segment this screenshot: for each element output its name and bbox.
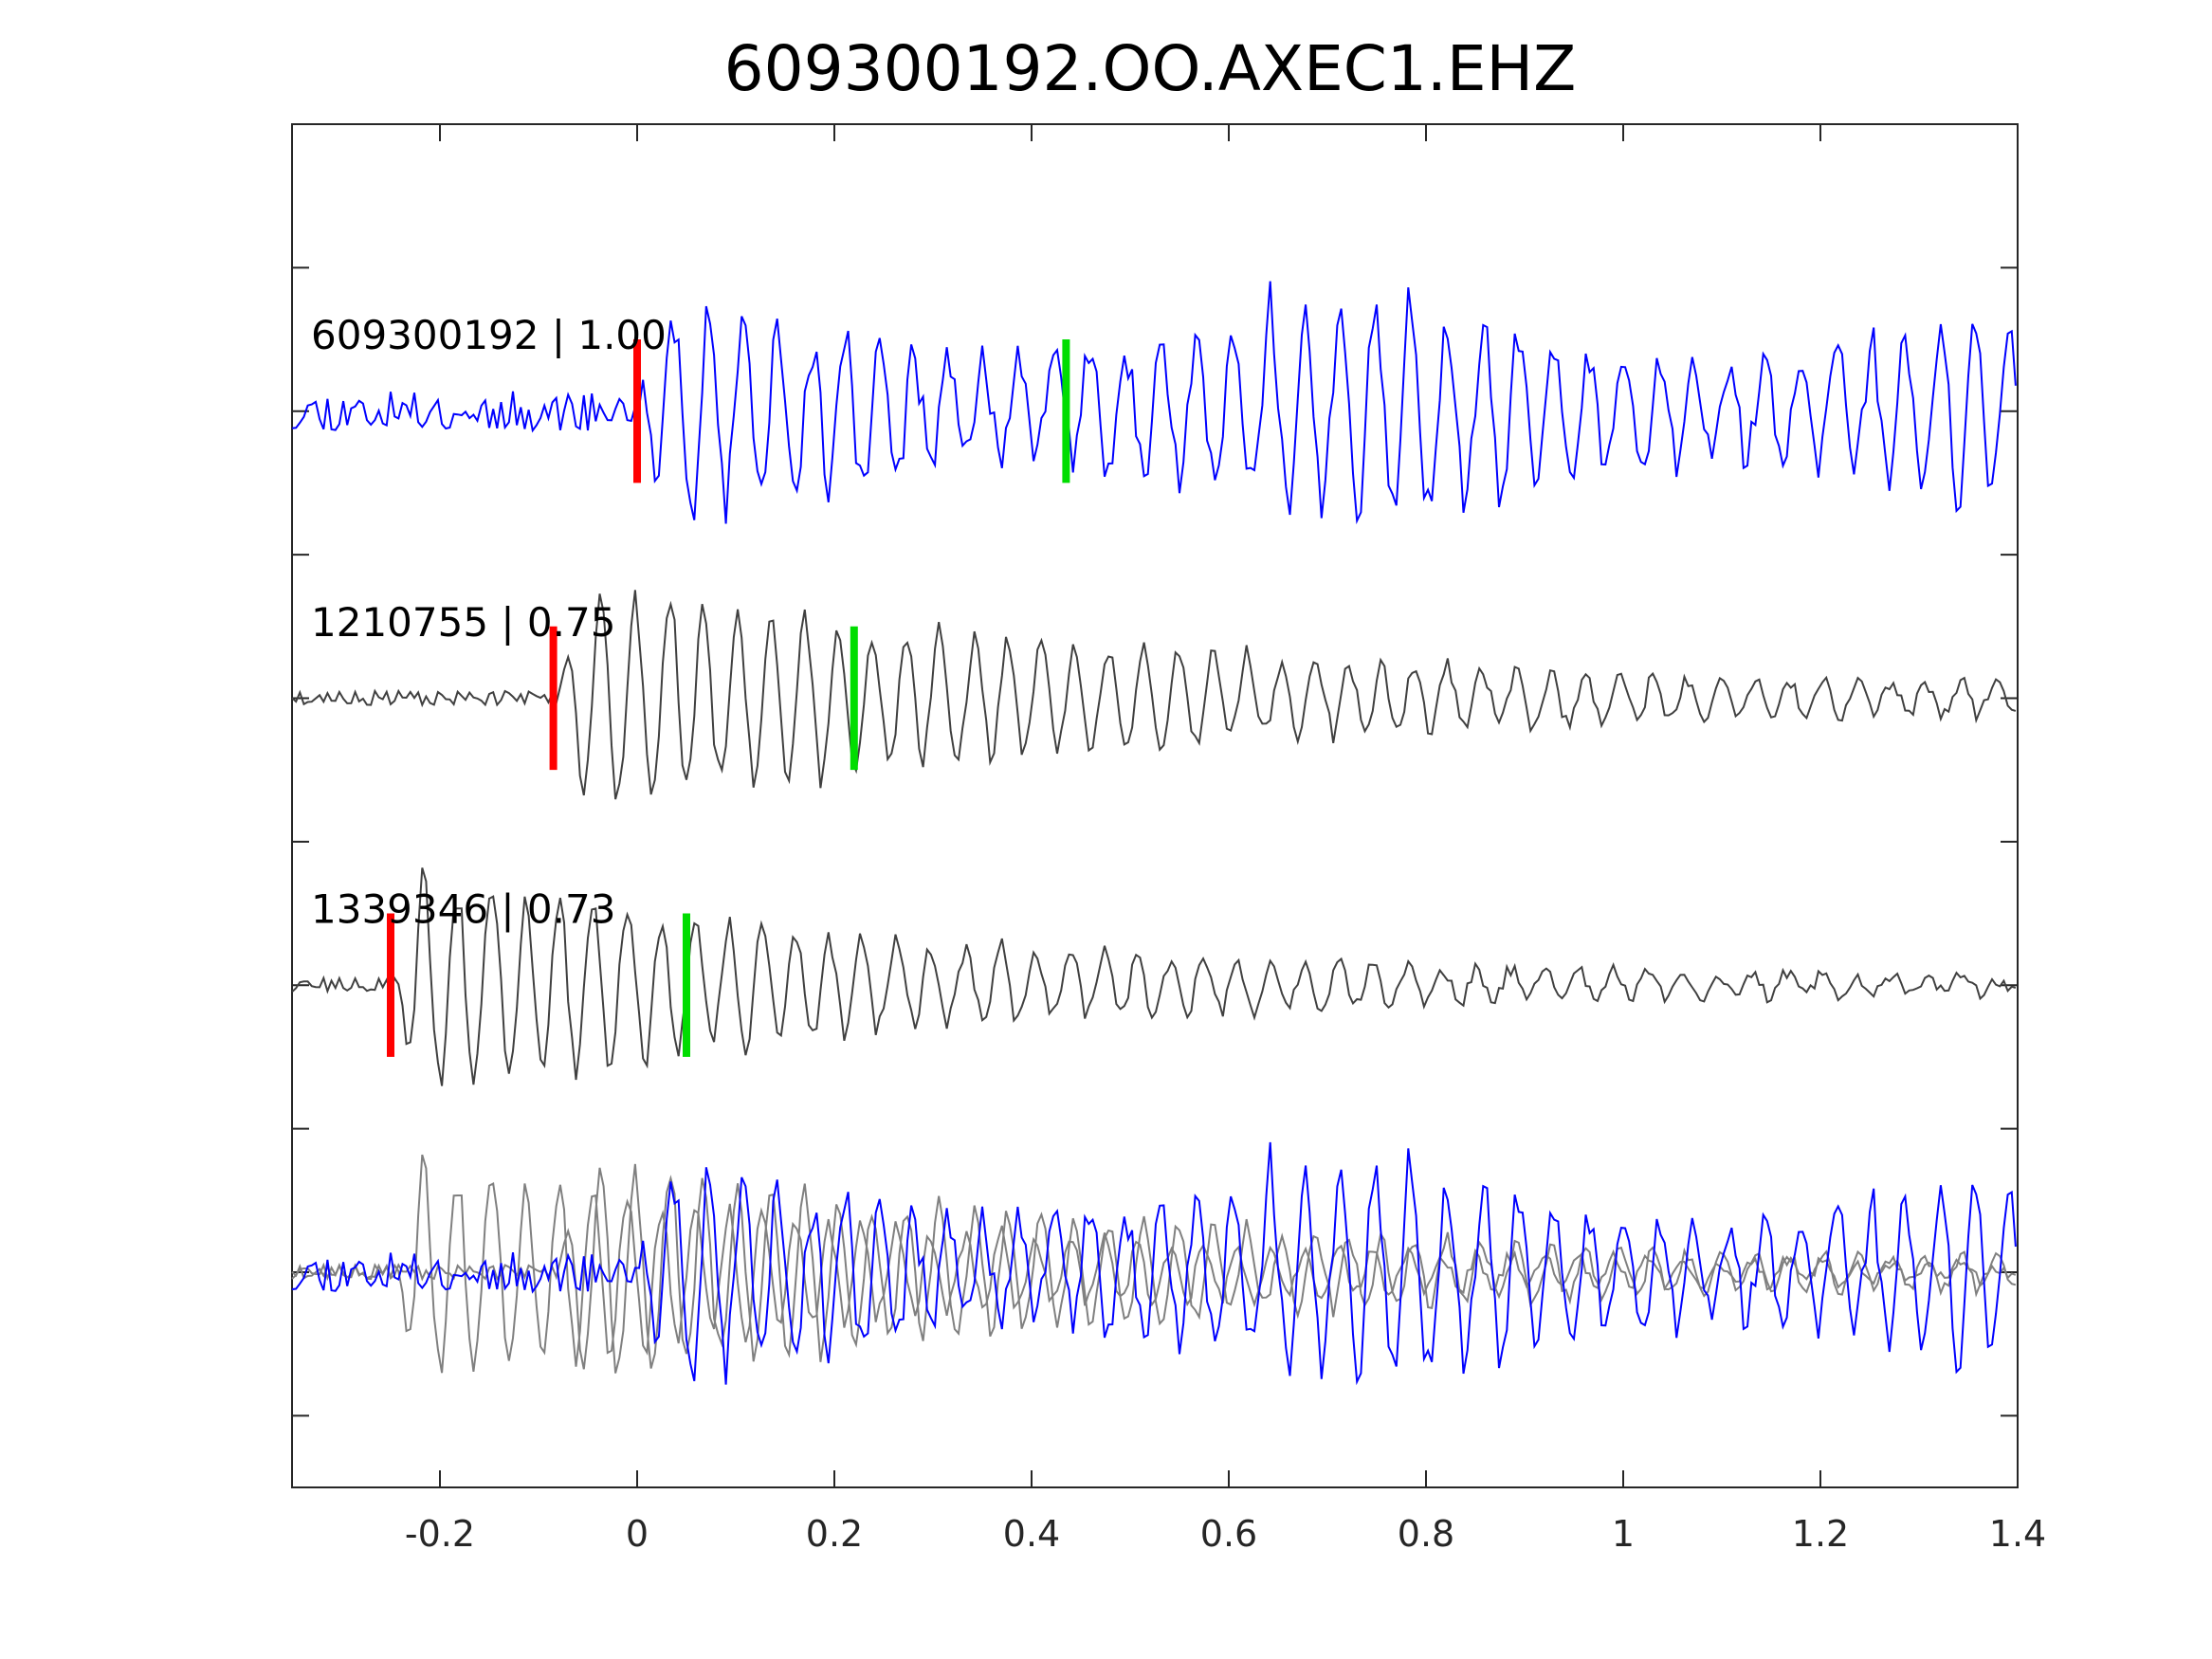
overlay-trace-609300192 bbox=[291, 1141, 2017, 1386]
overlay-trace-1339346 bbox=[291, 1154, 2017, 1374]
x-tick-label-2: 0.2 bbox=[806, 1513, 863, 1555]
x-tick-label-7: 1.2 bbox=[1792, 1513, 1849, 1555]
waveform-traces bbox=[291, 281, 2017, 1086]
y-axis-ticks bbox=[292, 266, 2018, 1417]
trace-label-1339346: 1339346 | 0.73 bbox=[311, 886, 615, 933]
overlay-traces bbox=[291, 1141, 2017, 1386]
chart-title: 609300192.OO.AXEC1.EHZ bbox=[724, 32, 1577, 105]
x-tick-label-0: -0.2 bbox=[405, 1513, 475, 1555]
x-tick-label-6: 1 bbox=[1612, 1513, 1635, 1555]
trace-labels: 609300192 | 1.00 1210755 | 0.75 1339346 | … bbox=[311, 312, 667, 932]
x-tick-label-1: 0 bbox=[626, 1513, 649, 1555]
trace-1210755 bbox=[291, 590, 2017, 800]
phase-picks bbox=[387, 339, 1070, 1057]
x-tick-label-5: 0.8 bbox=[1398, 1513, 1454, 1555]
plot-area bbox=[291, 123, 2019, 1488]
trace-label-609300192: 609300192 | 1.00 bbox=[311, 312, 667, 358]
trace-label-1210755: 1210755 | 0.75 bbox=[311, 599, 615, 646]
x-axis-ticks: -0.2 0 0.2 0.4 0.6 0.8 1 1.2 1.4 bbox=[405, 124, 2046, 1555]
trace-1339346 bbox=[291, 867, 2017, 1086]
axes-frame bbox=[291, 123, 2019, 1488]
x-tick-label-8: 1.4 bbox=[1989, 1513, 2046, 1555]
x-tick-label-4: 0.6 bbox=[1200, 1513, 1257, 1555]
x-tick-label-3: 0.4 bbox=[1003, 1513, 1060, 1555]
trace-609300192 bbox=[291, 281, 2017, 525]
